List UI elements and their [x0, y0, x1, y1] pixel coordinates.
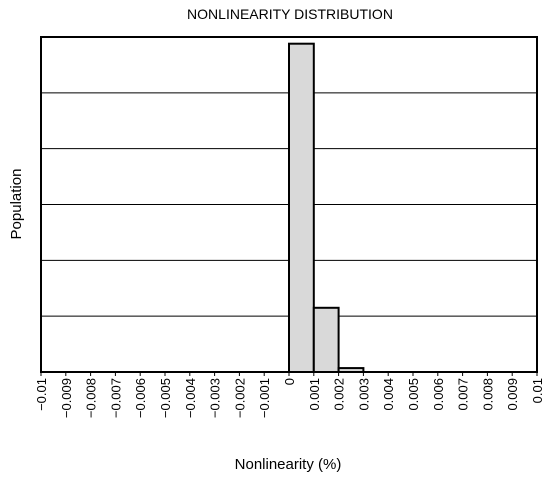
x-tick-label-0: −0.01: [34, 378, 49, 411]
x-tick-label-15: 0.005: [406, 378, 421, 411]
x-tick-label-10: 0: [282, 378, 297, 385]
x-tick-label-19: 0.009: [505, 378, 520, 411]
x-tick-label-9: −0.001: [257, 378, 272, 418]
x-tick-label-20: 0.01: [530, 378, 544, 403]
chart-title: NONLINEARITY DISTRIBUTION: [187, 6, 393, 22]
bar-1: [312, 306, 340, 373]
x-axis-ticks: [40, 372, 538, 376]
x-tick-label-18: 0.008: [480, 378, 495, 411]
x-tick-label-2: −0.008: [84, 378, 99, 418]
x-axis-tick-labels: −0.01 −0.009 −0.008 −0.007 −0.006 −0.005 −0.00…: [34, 378, 544, 418]
x-tick-label-13: 0.003: [356, 378, 371, 411]
x-tick-label-11: 0.001: [307, 378, 322, 411]
x-tick-label-17: 0.007: [456, 378, 471, 411]
x-tick-label-16: 0.006: [431, 378, 446, 411]
x-tick-label-7: −0.003: [208, 378, 223, 418]
y-axis-label: Population: [8, 169, 25, 240]
bar-0: [288, 42, 315, 373]
x-tick-label-5: −0.005: [158, 378, 173, 418]
x-tick-label-12: 0.002: [332, 378, 347, 411]
x-tick-label-8: −0.002: [232, 378, 247, 418]
x-tick-label-1: −0.009: [59, 378, 74, 418]
x-tick-label-4: −0.006: [133, 378, 148, 418]
x-tick-label-14: 0.004: [381, 378, 396, 411]
x-axis-label: Nonlinearity (%): [235, 456, 342, 473]
x-tick-label-3: −0.007: [108, 378, 123, 418]
x-tick-label-6: −0.004: [183, 378, 198, 418]
